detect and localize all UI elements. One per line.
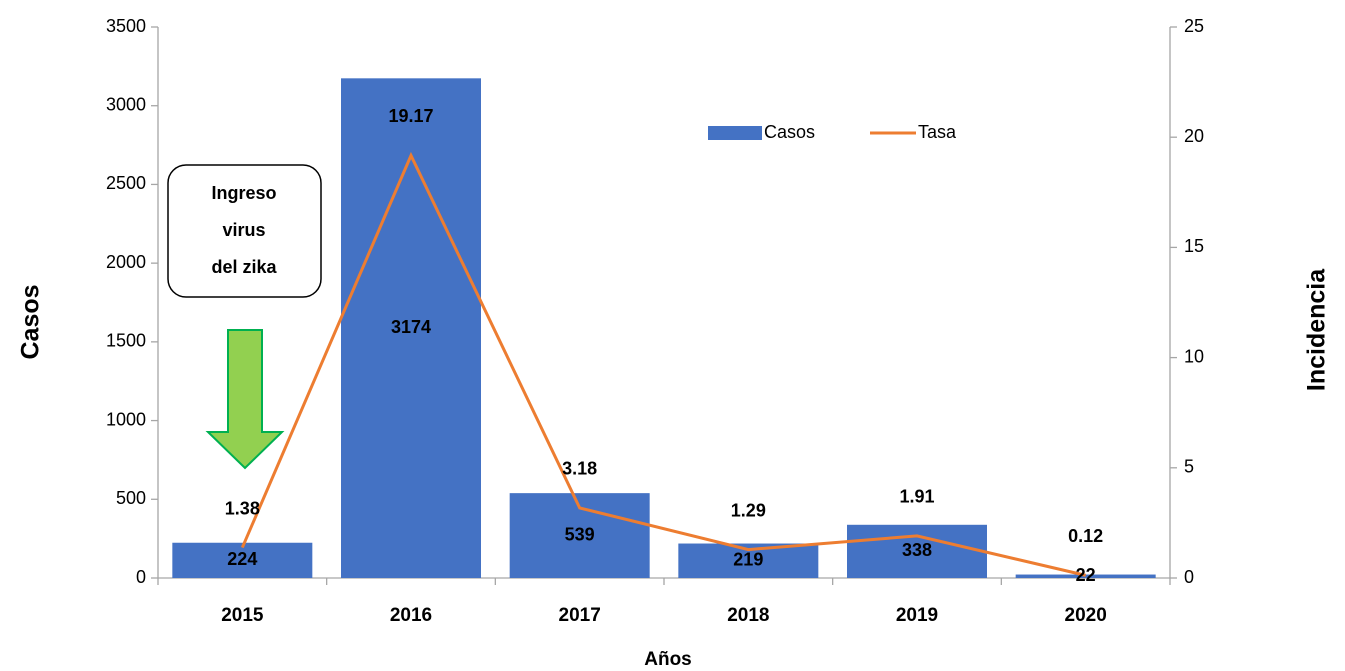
y-tick-label: 500 (116, 488, 146, 508)
annotation-box (167, 164, 322, 298)
y2-tick-label: 15 (1184, 236, 1204, 256)
y2-tick-label: 20 (1184, 126, 1204, 146)
y2-tick-label: 10 (1184, 346, 1204, 366)
value-label: 1.91 (899, 487, 934, 507)
y2-tick-label: 5 (1184, 457, 1194, 477)
x-tick-label: 2018 (727, 605, 769, 626)
legend-label: Casos (764, 122, 815, 142)
value-label: 1.38 (225, 498, 260, 518)
y-tick-label: 3000 (106, 94, 146, 114)
value-label: 22 (1076, 565, 1096, 585)
x-tick-label: 2016 (390, 605, 432, 626)
y-tick-label: 1000 (106, 409, 146, 429)
x-tick-label: 2015 (221, 605, 264, 626)
value-label: 19.17 (388, 106, 433, 126)
value-label: 338 (902, 540, 932, 560)
value-label: 539 (565, 524, 595, 544)
value-label: 219 (733, 550, 763, 570)
legend-label: Tasa (918, 122, 957, 142)
value-label: 0.12 (1068, 526, 1103, 546)
y-tick-label: 2500 (106, 173, 146, 193)
y-tick-label: 2000 (106, 252, 146, 272)
annotation-line: virus (222, 220, 265, 240)
bar (172, 542, 313, 578)
x-tick-label: 2017 (559, 605, 601, 626)
y-tick-label: 0 (136, 567, 146, 587)
bar (341, 78, 481, 578)
legend-swatch (708, 126, 762, 140)
bar (847, 524, 987, 578)
y-tick-label: 1500 (106, 331, 146, 351)
annotation-line: Ingreso (211, 183, 276, 203)
y2-axis-title: Incidencia (1303, 268, 1331, 391)
y2-tick-label: 0 (1184, 567, 1194, 587)
y-tick-label: 3500 (106, 16, 146, 36)
value-label: 3174 (391, 317, 431, 337)
arrow (205, 329, 285, 470)
value-label: 3.18 (562, 459, 597, 479)
annotation-line: del zika (211, 257, 277, 277)
value-label: 1.29 (731, 500, 766, 520)
x-tick-label: 2019 (896, 605, 938, 626)
x-tick-label: 2020 (1065, 605, 1107, 626)
value-label: 224 (227, 549, 257, 569)
y-axis-title: Casos (17, 284, 45, 359)
y2-tick-label: 25 (1184, 16, 1204, 36)
x-axis-title: Años (644, 649, 692, 670)
line (240, 151, 1087, 577)
bar (1015, 574, 1156, 578)
